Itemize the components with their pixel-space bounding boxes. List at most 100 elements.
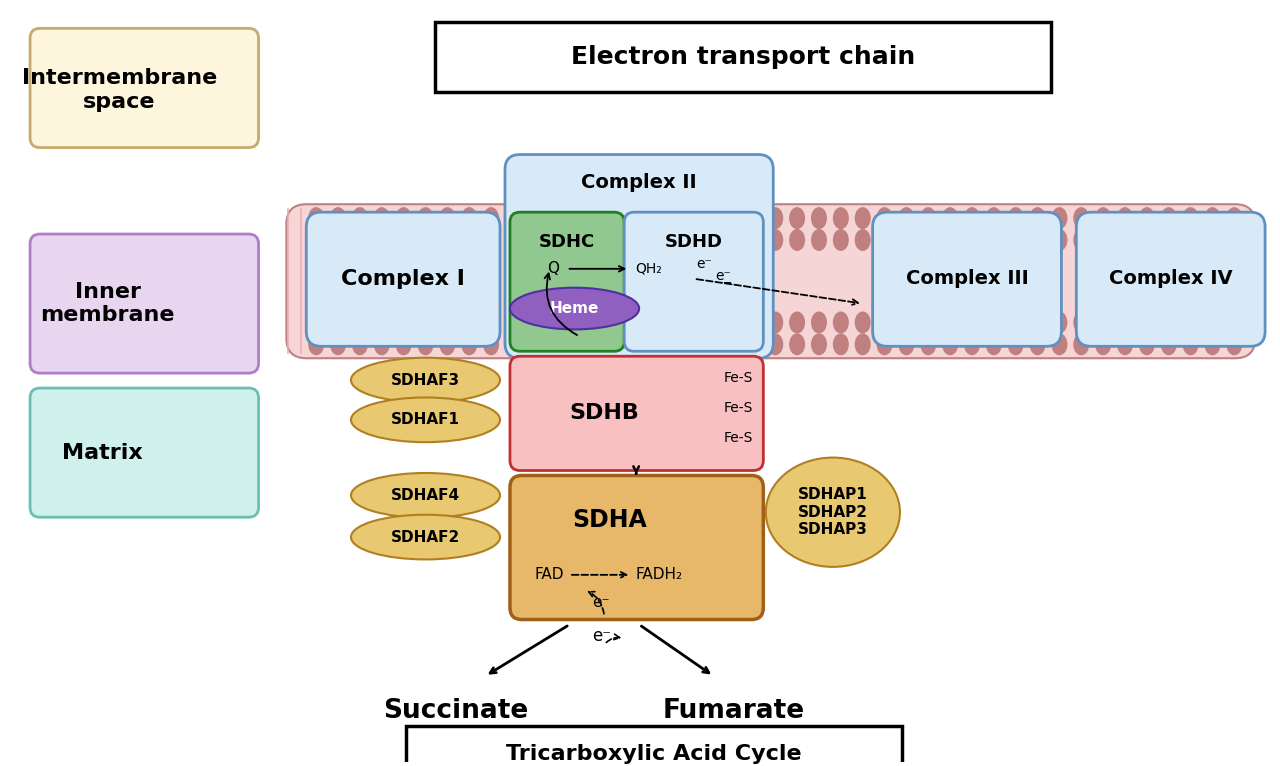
Ellipse shape — [440, 230, 454, 250]
Ellipse shape — [703, 313, 717, 332]
Ellipse shape — [527, 313, 541, 332]
Ellipse shape — [987, 313, 1001, 332]
Text: e⁻: e⁻ — [593, 595, 611, 611]
Text: Electron transport chain: Electron transport chain — [571, 45, 915, 69]
Text: SDHB: SDHB — [570, 403, 639, 423]
Bar — [435, 22, 1051, 92]
Ellipse shape — [1074, 208, 1088, 228]
Ellipse shape — [812, 208, 826, 228]
Ellipse shape — [900, 335, 914, 354]
Text: Complex II: Complex II — [581, 173, 696, 192]
Ellipse shape — [812, 335, 826, 354]
Ellipse shape — [659, 230, 673, 250]
Text: QH₂: QH₂ — [636, 262, 663, 276]
Ellipse shape — [724, 335, 739, 354]
Ellipse shape — [375, 335, 389, 354]
Ellipse shape — [1009, 230, 1023, 250]
Ellipse shape — [922, 313, 936, 332]
Text: Succinate: Succinate — [383, 698, 527, 724]
Ellipse shape — [768, 208, 782, 228]
Ellipse shape — [549, 313, 563, 332]
Text: FAD: FAD — [535, 568, 564, 582]
Ellipse shape — [310, 208, 323, 228]
Text: Heme: Heme — [550, 301, 599, 316]
Ellipse shape — [768, 313, 782, 332]
Ellipse shape — [1052, 208, 1066, 228]
Ellipse shape — [1162, 335, 1175, 354]
Text: Fumarate: Fumarate — [663, 698, 805, 724]
Ellipse shape — [506, 313, 520, 332]
Ellipse shape — [637, 335, 652, 354]
Ellipse shape — [310, 335, 323, 354]
Ellipse shape — [462, 313, 476, 332]
Ellipse shape — [1030, 313, 1044, 332]
Ellipse shape — [1184, 335, 1198, 354]
FancyBboxPatch shape — [29, 388, 259, 517]
Ellipse shape — [594, 313, 607, 332]
Ellipse shape — [681, 208, 695, 228]
FancyBboxPatch shape — [873, 212, 1061, 346]
Ellipse shape — [419, 230, 433, 250]
Ellipse shape — [878, 335, 891, 354]
FancyBboxPatch shape — [625, 212, 763, 352]
Ellipse shape — [856, 313, 869, 332]
Ellipse shape — [790, 335, 804, 354]
Text: Inner
membrane: Inner membrane — [40, 282, 175, 326]
Ellipse shape — [1052, 335, 1066, 354]
FancyBboxPatch shape — [506, 155, 773, 358]
Ellipse shape — [549, 208, 563, 228]
Ellipse shape — [1228, 208, 1242, 228]
Ellipse shape — [1184, 230, 1198, 250]
Ellipse shape — [397, 208, 411, 228]
Ellipse shape — [659, 335, 673, 354]
Text: Q: Q — [547, 261, 558, 277]
Ellipse shape — [351, 358, 500, 402]
Ellipse shape — [1162, 208, 1175, 228]
Ellipse shape — [943, 335, 957, 354]
Ellipse shape — [351, 473, 500, 518]
Text: e⁻̲̲: e⁻̲̲ — [716, 269, 731, 283]
Ellipse shape — [1140, 230, 1153, 250]
Ellipse shape — [681, 313, 695, 332]
FancyBboxPatch shape — [29, 28, 259, 148]
Ellipse shape — [1140, 335, 1153, 354]
Ellipse shape — [1052, 230, 1066, 250]
Text: SDHD: SDHD — [664, 233, 723, 251]
Ellipse shape — [922, 208, 936, 228]
FancyBboxPatch shape — [509, 356, 763, 470]
Ellipse shape — [332, 335, 346, 354]
Text: SDHC: SDHC — [539, 233, 595, 251]
Ellipse shape — [856, 335, 869, 354]
Ellipse shape — [397, 230, 411, 250]
Ellipse shape — [1030, 208, 1044, 228]
Ellipse shape — [1096, 313, 1110, 332]
Ellipse shape — [594, 208, 607, 228]
Ellipse shape — [572, 230, 585, 250]
Ellipse shape — [594, 335, 607, 354]
Ellipse shape — [703, 208, 717, 228]
Text: e⁻: e⁻ — [696, 257, 712, 271]
Ellipse shape — [681, 230, 695, 250]
Ellipse shape — [1096, 230, 1110, 250]
Ellipse shape — [1206, 230, 1220, 250]
Ellipse shape — [768, 230, 782, 250]
Ellipse shape — [943, 230, 957, 250]
FancyBboxPatch shape — [29, 234, 259, 373]
Bar — [406, 726, 902, 766]
Ellipse shape — [965, 313, 979, 332]
Ellipse shape — [527, 335, 541, 354]
Ellipse shape — [1228, 313, 1242, 332]
Ellipse shape — [332, 230, 346, 250]
Ellipse shape — [332, 313, 346, 332]
Ellipse shape — [790, 208, 804, 228]
Text: Intermembrane
space: Intermembrane space — [22, 68, 218, 112]
Ellipse shape — [1140, 313, 1153, 332]
Ellipse shape — [637, 313, 652, 332]
Text: Complex I: Complex I — [340, 269, 465, 289]
Ellipse shape — [943, 208, 957, 228]
Ellipse shape — [812, 313, 826, 332]
Ellipse shape — [1009, 335, 1023, 354]
Ellipse shape — [353, 313, 367, 332]
Ellipse shape — [1030, 335, 1044, 354]
Ellipse shape — [572, 208, 585, 228]
